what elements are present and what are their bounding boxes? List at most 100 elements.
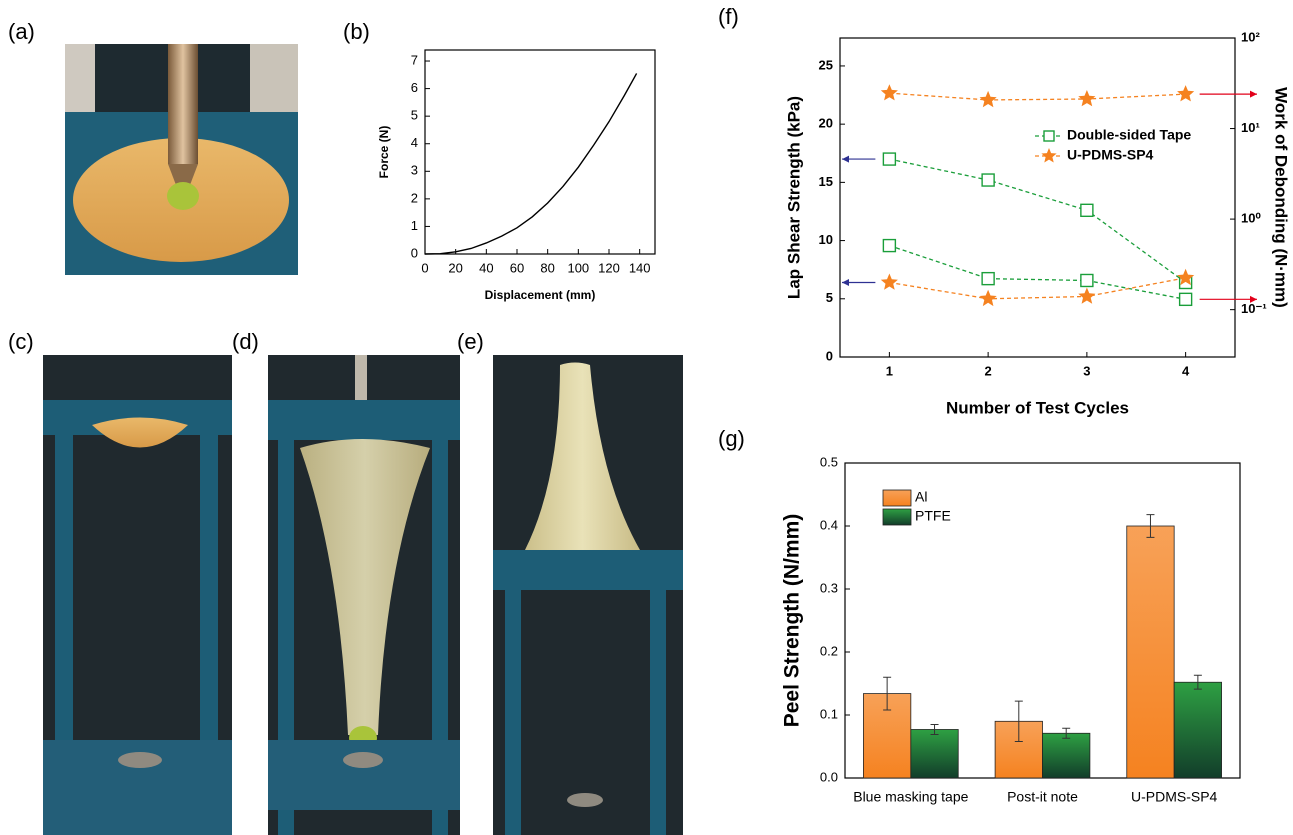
legend-label: U-PDMS-SP4: [1067, 147, 1154, 163]
bar: [910, 729, 959, 779]
x-tick-label: 40: [479, 260, 493, 275]
y-tick-label: 10: [819, 232, 833, 247]
photo-d: [268, 355, 460, 835]
marker: [1080, 273, 1094, 288]
marker: [1177, 85, 1195, 102]
marker: [1080, 203, 1094, 218]
x-tick-label: 3: [1083, 363, 1090, 378]
marker: [1178, 292, 1193, 307]
x-tick-label: 2: [985, 363, 992, 378]
bar: [1126, 525, 1175, 779]
marker: [979, 289, 997, 307]
y-tick-label: 5: [411, 108, 418, 123]
y-tick-label: 0.0: [820, 769, 838, 784]
y2-axis-label: Work of Debonding (N·mm): [1272, 87, 1291, 308]
legend-marker: [1041, 148, 1057, 163]
bar: [1173, 681, 1222, 779]
x-tick-label: 60: [510, 260, 524, 275]
y-tick-label: 6: [411, 80, 418, 95]
marker: [1078, 90, 1096, 107]
y-tick-label: 25: [819, 57, 833, 72]
error-bar: [930, 723, 939, 736]
panel-label: (a): [8, 19, 35, 44]
photo-c: [43, 355, 232, 835]
plot-frame: [839, 37, 1236, 358]
x-tick-label: Post-it note: [1007, 789, 1078, 805]
data-line: [889, 277, 1186, 300]
marker: [1078, 287, 1096, 304]
x-tick-label: Blue masking tape: [853, 789, 968, 805]
panel-label: (g): [718, 426, 745, 451]
marker: [981, 271, 995, 286]
y2-tick-label: 10²: [1241, 29, 1260, 44]
plot-frame: [424, 49, 656, 255]
legend-swatch: [882, 489, 912, 507]
y-tick-label: 5: [826, 290, 833, 305]
data-line: [889, 92, 1186, 101]
x-tick-label: 120: [598, 260, 620, 275]
y2-tick-label: 10¹: [1241, 120, 1260, 135]
y-tick-label: 7: [411, 52, 418, 67]
panel-label: (d): [232, 329, 259, 354]
y-tick-label: 0: [826, 348, 833, 363]
legend-swatch: [882, 508, 912, 526]
x-tick-label: 140: [629, 260, 651, 275]
axis-arrow-head: [1250, 90, 1257, 98]
data-line: [889, 244, 1186, 300]
y-tick-label: 3: [411, 163, 418, 178]
marker: [981, 173, 995, 187]
x-axis-label: Number of Test Cycles: [946, 398, 1129, 417]
error-bar: [883, 676, 892, 711]
y-axis-label: Peel Strength (N/mm): [781, 514, 804, 728]
marker: [882, 152, 897, 166]
data-line: [424, 73, 638, 255]
marker: [979, 90, 997, 108]
y-axis-label: Force (N): [377, 126, 391, 179]
y-tick-label: 0.2: [820, 643, 838, 658]
panel-label: (e): [457, 329, 484, 354]
y-tick-label: 0: [411, 245, 418, 260]
error-bar: [1146, 514, 1155, 538]
y-axis-label: Lap Shear Strength (kPa): [784, 96, 803, 299]
y-tick-label: 0.5: [820, 454, 838, 469]
error-bar: [1193, 674, 1202, 690]
x-tick-label: 20: [448, 260, 462, 275]
marker: [880, 273, 898, 290]
x-axis-label: Displacement (mm): [485, 288, 596, 302]
axis-arrow-head: [842, 278, 849, 286]
x-tick-label: 0: [421, 260, 428, 275]
y-tick-label: 1: [411, 218, 418, 233]
y-tick-label: 20: [819, 116, 833, 131]
marker: [882, 238, 897, 253]
x-tick-label: U-PDMS-SP4: [1131, 789, 1218, 805]
bar: [1042, 732, 1091, 779]
marker: [1177, 268, 1195, 286]
error-bar: [1014, 700, 1023, 742]
y-tick-label: 0.4: [820, 517, 838, 532]
y-tick-label: 15: [819, 174, 833, 189]
x-tick-label: 1: [886, 363, 893, 378]
axis-arrow-head: [842, 155, 849, 163]
panel-label: (f): [718, 4, 739, 29]
x-tick-label: 100: [567, 260, 589, 275]
photo-e: [493, 355, 683, 835]
data-line: [889, 158, 1187, 284]
photo-a: [65, 44, 298, 275]
y-tick-label: 2: [411, 190, 418, 205]
x-tick-label: 80: [540, 260, 554, 275]
y-tick-label: 0.1: [820, 706, 838, 721]
y-tick-label: 4: [411, 135, 418, 150]
legend-label: PTFE: [915, 508, 951, 524]
panel-label: (c): [8, 329, 34, 354]
panel-label: (b): [343, 19, 370, 44]
marker: [880, 84, 898, 101]
error-bar: [1062, 727, 1071, 739]
axis-arrow-head: [1250, 295, 1257, 303]
y2-tick-label: 10⁰: [1241, 211, 1261, 226]
legend-label: Double-sided Tape: [1067, 127, 1191, 143]
y-tick-label: 0.3: [820, 580, 838, 595]
legend-label: Al: [915, 489, 927, 505]
y2-tick-label: 10⁻¹: [1241, 301, 1267, 316]
x-tick-label: 4: [1182, 363, 1190, 378]
